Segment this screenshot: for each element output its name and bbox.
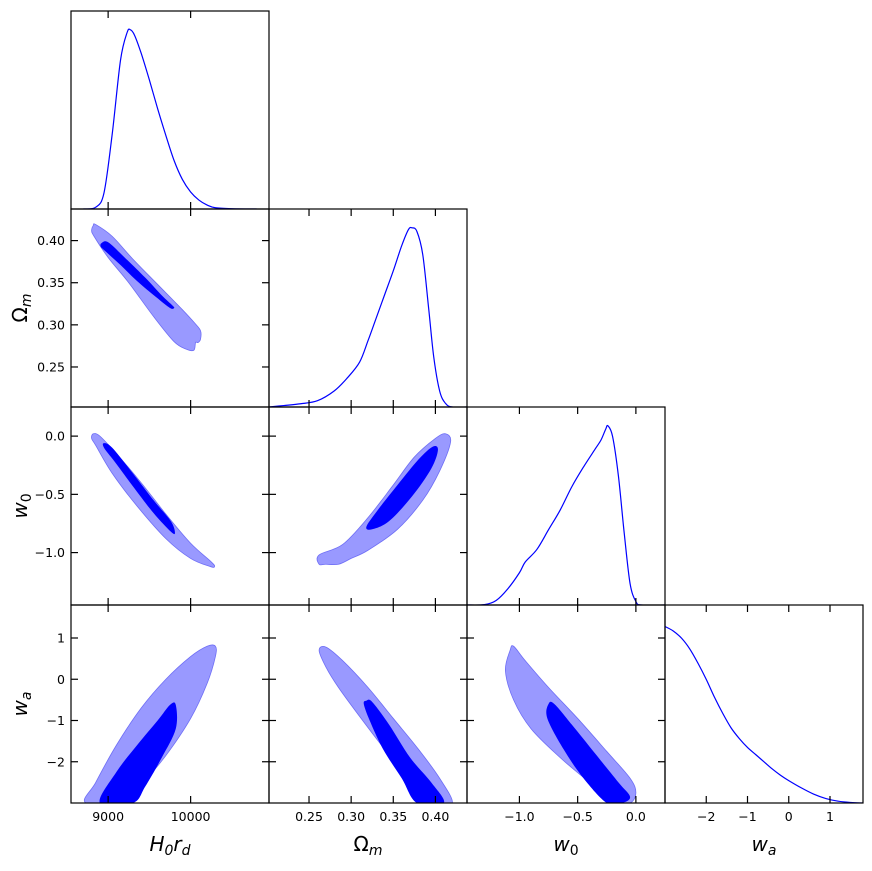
- contour-68-Om-w0: [366, 445, 438, 530]
- panel-H0rd-wa: [70, 604, 270, 804]
- contour-68-H0rd-wa: [99, 702, 178, 803]
- contour-68-w0-wa: [546, 701, 631, 803]
- panel-frame: [466, 604, 666, 804]
- x-tick-label-wa: 0: [785, 809, 793, 824]
- contour-68-Om-wa: [363, 699, 445, 803]
- y-tick-label-Om: 0.25: [37, 359, 65, 374]
- y-tick-label-w0: 0.0: [45, 429, 65, 444]
- y-tick-label-Om: 0.30: [37, 317, 65, 332]
- marginal-curve-Om: [269, 226, 467, 407]
- panel-w0-wa: [466, 604, 666, 804]
- marginal-curve-wa: [665, 625, 863, 803]
- contour-68-H0rd-w0: [102, 443, 175, 535]
- x-tick-label-wa: −1: [738, 809, 756, 824]
- panel-content: [83, 28, 257, 209]
- x-tick-label-wa: 1: [826, 809, 834, 824]
- panel-wa-wa: [664, 604, 864, 804]
- x-tick-label-Om: 0.40: [421, 809, 449, 824]
- panel-H0rd-Om: [70, 208, 270, 408]
- x-tick-label-w0: −0.5: [562, 809, 592, 824]
- panel-w0-w0: [466, 406, 666, 606]
- contour-68-H0rd-Om: [100, 241, 175, 309]
- panel-Om-Om: [268, 208, 468, 408]
- y-tick-label-wa: −1: [47, 713, 65, 728]
- x-tick-label-Om: 0.30: [337, 809, 365, 824]
- panel-H0rd-w0: [70, 406, 270, 606]
- y-tick-label-wa: 1: [57, 631, 65, 646]
- panel-frame: [70, 10, 270, 210]
- contour-95-H0rd-wa: [83, 644, 217, 803]
- corner-plot-labels: 0.25 0.30 0.35 0.40 −1.0 −0.5 0.0 9000 10000 −2 −1…: [8, 233, 834, 858]
- marginal-curve-H0rd: [83, 28, 257, 209]
- x-tick-label-Om: 0.35: [379, 809, 407, 824]
- y-axis-label-w0: w0: [8, 493, 35, 518]
- x-tick-label-Om: 0.25: [295, 809, 323, 824]
- panel-content: [316, 433, 452, 566]
- x-axis-label-Om: Ωm: [354, 832, 383, 859]
- panel-H0rd-H0rd: [70, 10, 270, 210]
- x-tick-label-H0rd: 9000: [92, 809, 124, 824]
- marginal-curve-w0: [467, 424, 665, 605]
- panel-content: [91, 223, 202, 352]
- panel-content: [83, 644, 217, 803]
- x-tick-label-wa: −2: [697, 809, 715, 824]
- panel-frame: [466, 406, 666, 606]
- y-tick-label-w0: −1.0: [35, 545, 65, 560]
- panel-frame: [664, 604, 864, 804]
- y-axis-label-Om: Ωm: [8, 294, 35, 323]
- panel-content: [318, 646, 453, 803]
- x-tick-label-H0rd: 10000: [171, 809, 211, 824]
- panel-content: [665, 625, 863, 803]
- panel-content: [91, 433, 216, 568]
- x-axis-label-H0rd: H0rd: [149, 832, 190, 859]
- corner-plot-panels: [70, 10, 864, 804]
- panel-content: [269, 226, 467, 407]
- y-tick-label-w0: −0.5: [35, 487, 65, 502]
- y-tick-label-wa: −2: [47, 754, 65, 769]
- panel-Om-wa: [268, 604, 468, 804]
- y-axis-label-wa: wa: [8, 692, 35, 717]
- y-tick-label-Om: 0.35: [37, 275, 65, 290]
- panel-Om-w0: [268, 406, 468, 606]
- x-axis-label-w0: w0: [553, 832, 578, 859]
- y-tick-label-Om: 0.40: [37, 233, 65, 248]
- x-axis-label-wa: wa: [752, 832, 777, 859]
- panel-content: [505, 645, 637, 803]
- x-tick-label-w0: 0.0: [626, 809, 646, 824]
- x-tick-label-w0: −1.0: [504, 809, 534, 824]
- panel-content: [467, 424, 665, 605]
- y-tick-label-wa: 0: [57, 672, 65, 687]
